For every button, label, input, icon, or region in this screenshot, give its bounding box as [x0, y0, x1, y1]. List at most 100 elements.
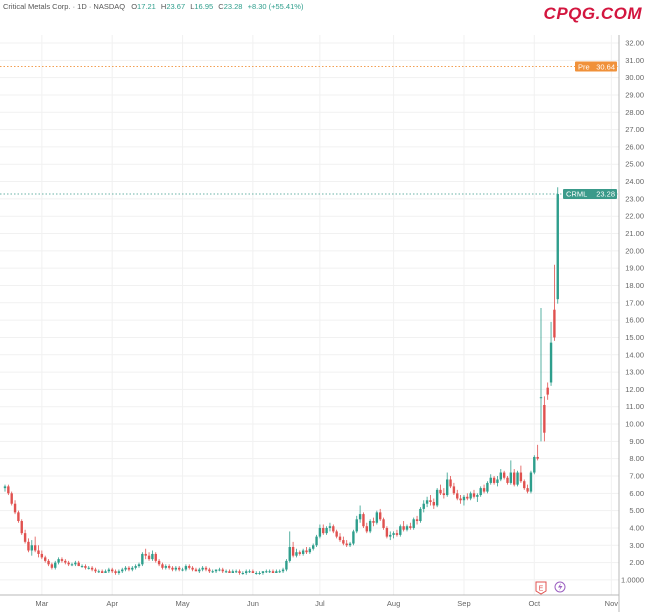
candle-body: [80, 566, 84, 568]
candle-body: [114, 571, 117, 573]
price-tick-label: 32.00: [625, 39, 644, 48]
candle: [439, 484, 442, 496]
candle: [281, 567, 285, 573]
candle: [80, 564, 84, 568]
candle: [479, 486, 482, 497]
candle: [556, 187, 559, 304]
date-tick-label: Aug: [387, 599, 400, 608]
date-tick-label: Apr: [106, 599, 118, 608]
candle-body: [57, 559, 60, 563]
candle-body: [191, 567, 194, 570]
candle-body: [385, 527, 389, 537]
candle: [117, 569, 121, 575]
candle: [224, 569, 228, 573]
candle-body: [184, 566, 188, 570]
candle-body: [127, 567, 131, 570]
candle: [201, 566, 204, 572]
candle-body: [291, 547, 295, 556]
candle-body: [412, 519, 415, 528]
candle: [131, 566, 134, 572]
candle-body: [332, 526, 335, 532]
earnings-marker[interactable]: E: [535, 581, 547, 595]
candle-body: [496, 479, 499, 483]
candle: [332, 524, 335, 534]
price-tick-label: 14.00: [625, 350, 644, 359]
candle: [345, 540, 348, 548]
candle-body: [124, 567, 127, 570]
candle-body: [335, 531, 338, 537]
candle: [27, 538, 30, 553]
candle: [422, 500, 425, 513]
candle: [13, 500, 17, 515]
candle: [10, 491, 13, 506]
candle-body: [111, 569, 114, 572]
candle-body: [405, 526, 409, 530]
candle-body: [221, 569, 224, 572]
candle: [214, 569, 218, 573]
candle: [147, 552, 151, 561]
date-tick-label: Jul: [315, 599, 325, 608]
candle: [127, 566, 131, 572]
candle-body: [164, 566, 167, 568]
candle-body: [345, 543, 348, 546]
symbol-legend: Critical Metals Corp. · 1D · NASDAQ O17.…: [3, 2, 303, 11]
candle-body: [348, 543, 352, 546]
price-tick-label: 26.00: [625, 142, 644, 151]
high-value: 23.67: [166, 2, 186, 11]
candle-body: [33, 545, 37, 551]
candle-body: [178, 567, 181, 570]
candle: [245, 569, 248, 575]
candle-body: [261, 571, 265, 573]
candle: [405, 524, 409, 532]
time-axis[interactable]: Mar Apr May Jun Jul Aug Sep Oct Nov: [35, 599, 618, 608]
price-tick-label: 12.00: [625, 385, 644, 394]
candle-body: [368, 521, 372, 532]
candle: [288, 531, 291, 563]
candle: [94, 567, 97, 573]
premarket-price-label[interactable]: Pre 30.64: [575, 61, 617, 72]
candle-body: [17, 512, 20, 522]
candle: [30, 540, 33, 556]
candle: [476, 493, 479, 502]
candle: [372, 517, 375, 527]
candle: [248, 569, 251, 573]
candle-body: [529, 472, 533, 492]
price-axis[interactable]: 32.00 31.00 30.00 29.00 28.00 27.00 26.00 25.00…: [621, 39, 644, 585]
lightning-glyph: [558, 583, 563, 591]
earnings-icon[interactable]: [535, 581, 547, 595]
candle: [432, 498, 435, 509]
price-tick-label: 7.00: [629, 472, 644, 481]
candle: [348, 541, 352, 548]
candle: [178, 566, 181, 572]
split-marker[interactable]: [554, 581, 566, 593]
candle-body: [446, 479, 449, 496]
candle: [328, 522, 332, 532]
last-price-label[interactable]: CRML 23.28: [563, 189, 617, 200]
candle: [97, 569, 100, 573]
candle-body: [255, 572, 258, 574]
candle-body: [536, 456, 539, 459]
candle: [161, 562, 164, 570]
candle-body: [201, 567, 204, 570]
low-value: 16.95: [194, 2, 214, 11]
candle-body: [50, 564, 54, 568]
candle-body: [466, 496, 469, 499]
candle: [104, 569, 107, 573]
price-label-name: CRML: [566, 190, 587, 199]
price-labels: Pre 30.64 CRML 23.28: [563, 61, 617, 200]
candle: [74, 560, 77, 567]
candle-body: [90, 567, 94, 570]
candle-body: [208, 569, 211, 572]
candle-body: [214, 569, 218, 572]
candle: [315, 534, 318, 548]
candle-body: [37, 550, 40, 554]
candle-body: [533, 456, 536, 473]
candle: [523, 479, 526, 490]
price-tick-label: 31.00: [625, 56, 644, 65]
candle: [184, 564, 188, 572]
price-tick-label: 8.00: [629, 454, 644, 463]
candle-body: [224, 571, 228, 573]
earnings-icon-letter: E: [539, 586, 544, 593]
candle: [265, 569, 268, 573]
